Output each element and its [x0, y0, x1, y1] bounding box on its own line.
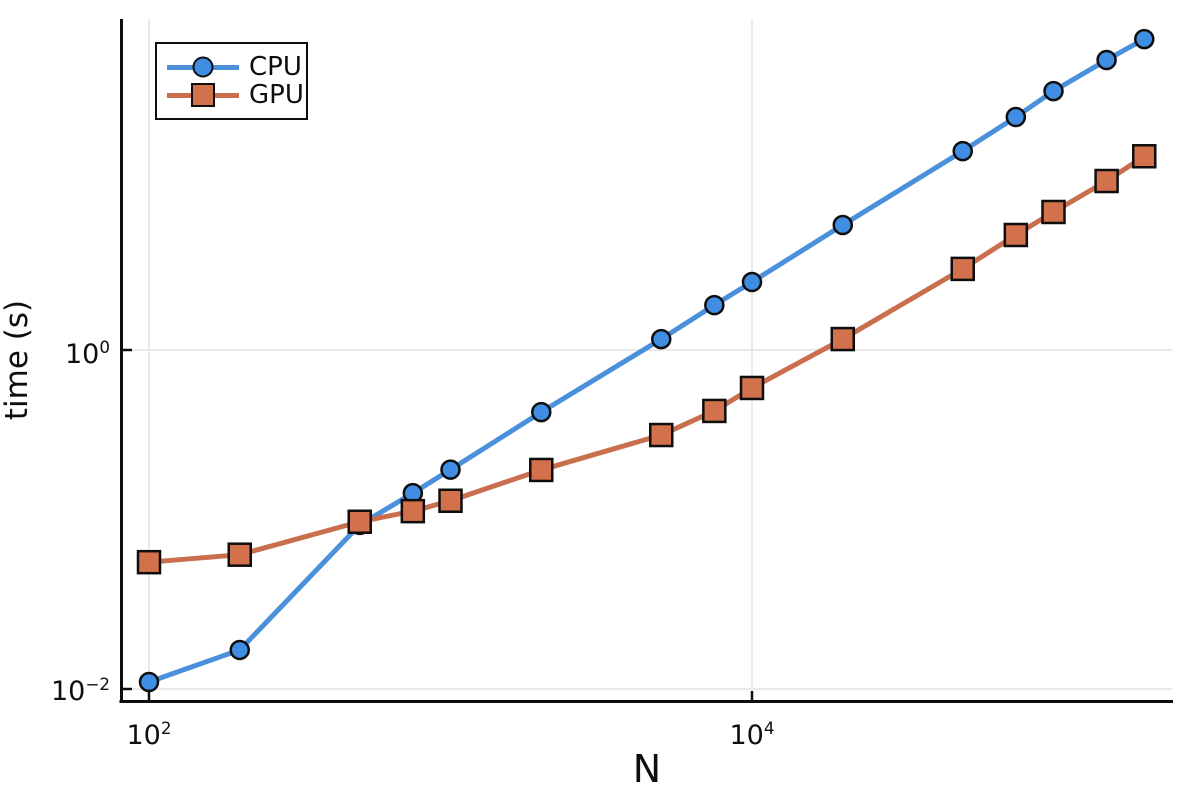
- gpu-data-point: [136, 549, 162, 575]
- y-tick-label-1: 100: [64, 337, 110, 370]
- cpu-data-point: [741, 271, 763, 293]
- cpu-data-point: [650, 328, 672, 350]
- cpu-data-point: [952, 140, 973, 162]
- y-axis-label: time (s): [0, 299, 35, 421]
- cpu-data-point: [1134, 28, 1155, 50]
- gpu-data-point: [438, 488, 463, 514]
- cpu-data-point: [1005, 106, 1027, 128]
- legend-label-gpu: GPU: [249, 80, 304, 110]
- cpu-data-point: [138, 671, 160, 693]
- gpu-data-point: [648, 422, 674, 448]
- gpu-line-sample: [167, 82, 239, 108]
- gpu-data-point: [1003, 222, 1029, 248]
- cpu-data-point: [832, 214, 854, 236]
- legend: CPU GPU: [155, 42, 308, 120]
- square-marker-icon: [191, 83, 215, 107]
- circle-marker-icon: [192, 56, 214, 78]
- cpu-line-sample: [167, 54, 239, 80]
- gpu-data-point: [529, 457, 554, 483]
- gpu-data-point: [347, 509, 372, 534]
- gpu-data-point: [1041, 199, 1066, 225]
- gpu-data-point: [1094, 168, 1119, 194]
- gpu-data-point: [950, 256, 975, 282]
- cpu-data-point: [229, 639, 251, 661]
- x-tick-label-100: 102: [126, 718, 172, 751]
- y-tick-label-0.01: 10−2: [50, 674, 110, 707]
- gpu-data-point: [739, 375, 765, 401]
- legend-entry-gpu: GPU: [167, 80, 306, 110]
- cpu-data-point: [1043, 80, 1064, 102]
- legend-label-cpu: CPU: [249, 52, 302, 82]
- gpu-data-point: [830, 326, 856, 352]
- x-axis-label: N: [632, 747, 662, 791]
- cpu-data-point: [1096, 49, 1117, 71]
- cpu-data-point: [531, 401, 552, 423]
- cpu-data-point: [440, 459, 461, 480]
- cpu-data-point: [704, 294, 725, 316]
- x-tick-label-10000: 104: [729, 718, 775, 751]
- gpu-data-point: [400, 498, 426, 524]
- gpu-series-line: [146, 153, 1147, 565]
- gpu-data-point: [227, 542, 253, 567]
- cpu-series-line: [146, 36, 1147, 685]
- gpu-data-point: [1132, 144, 1157, 169]
- gpu-data-point: [702, 398, 727, 424]
- legend-entry-cpu: CPU: [167, 52, 306, 82]
